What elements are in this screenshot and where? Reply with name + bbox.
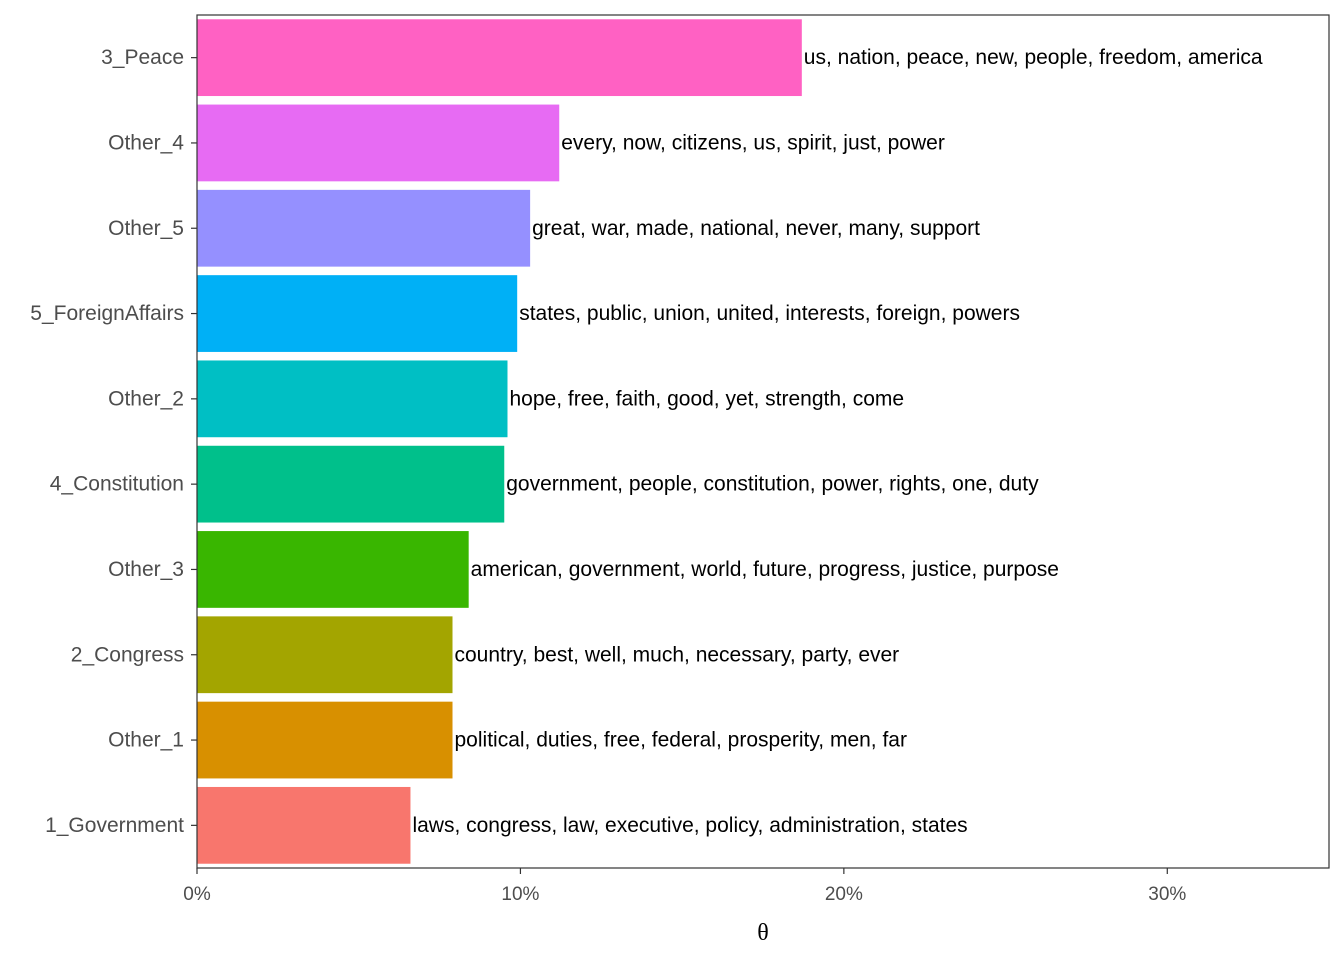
- y-tick-label-4_Constitution: 4_Constitution: [50, 473, 184, 496]
- y-tick-label-Other_5: Other_5: [108, 217, 184, 240]
- bar-Other_2: [197, 360, 508, 438]
- y-tick-label-2_Congress: 2_Congress: [71, 643, 184, 666]
- y-axis: 3_Peace Other_4 Other_5 5_ForeignAffairs Oth…: [30, 46, 197, 837]
- bar-label-5_ForeignAffairs: states, public, union, united, interests…: [519, 302, 1020, 325]
- bar-5_ForeignAffairs: [197, 275, 518, 352]
- bar-1_Government: [197, 786, 411, 864]
- bar-label-Other_1: political, duties, free, federal, prospe…: [455, 729, 907, 752]
- y-tick-label-3_Peace: 3_Peace: [101, 46, 184, 69]
- y-tick-label-1_Government: 1_Government: [45, 814, 184, 837]
- bar-label-Other_5: great, war, made, national, never, many,…: [532, 217, 980, 240]
- x-tick-label-10%: 10%: [501, 884, 539, 905]
- bar-Other_1: [197, 701, 453, 779]
- y-tick-label-5_ForeignAffairs: 5_ForeignAffairs: [30, 302, 184, 325]
- y-tick-label-Other_2: Other_2: [108, 387, 184, 410]
- bar-label-Other_4: every, now, citizens, us, spirit, just, …: [561, 131, 945, 154]
- x-tick-label-20%: 20%: [825, 884, 863, 905]
- x-axis-title: θ: [757, 920, 769, 946]
- bar-2_Congress: [197, 616, 453, 694]
- bar-label-3_Peace: us, nation, peace, new, people, freedom,…: [804, 46, 1263, 69]
- bar-4_Constitution: [197, 445, 505, 523]
- bar-3_Peace: [197, 19, 802, 97]
- bar-Other_4: [197, 104, 560, 182]
- plot-panel-border: [196, 14, 1330, 869]
- bar-label-4_Constitution: government, people, constitution, power,…: [506, 473, 1039, 496]
- x-axis: 0% 10% 20% 30%: [183, 868, 1186, 905]
- bar-label-Other_2: hope, free, faith, good, yet, strength, …: [509, 387, 904, 410]
- x-tick-label-0%: 0%: [183, 884, 211, 905]
- bar-label-Other_3: american, government, world, future, pro…: [471, 558, 1059, 581]
- y-tick-label-Other_3: Other_3: [108, 558, 184, 581]
- y-tick-label-Other_1: Other_1: [108, 729, 184, 752]
- bar-Other_5: [197, 189, 531, 267]
- bar-labels-layer: us, nation, peace, new, people, freedom,…: [412, 46, 1262, 837]
- x-tick-label-30%: 30%: [1148, 884, 1186, 905]
- bar-label-1_Government: laws, congress, law, executive, policy, …: [412, 814, 967, 837]
- y-tick-label-Other_4: Other_4: [108, 131, 184, 154]
- bars-layer: [197, 19, 802, 864]
- bar-label-2_Congress: country, best, well, much, necessary, pa…: [455, 643, 900, 666]
- bar-Other_3: [197, 531, 469, 608]
